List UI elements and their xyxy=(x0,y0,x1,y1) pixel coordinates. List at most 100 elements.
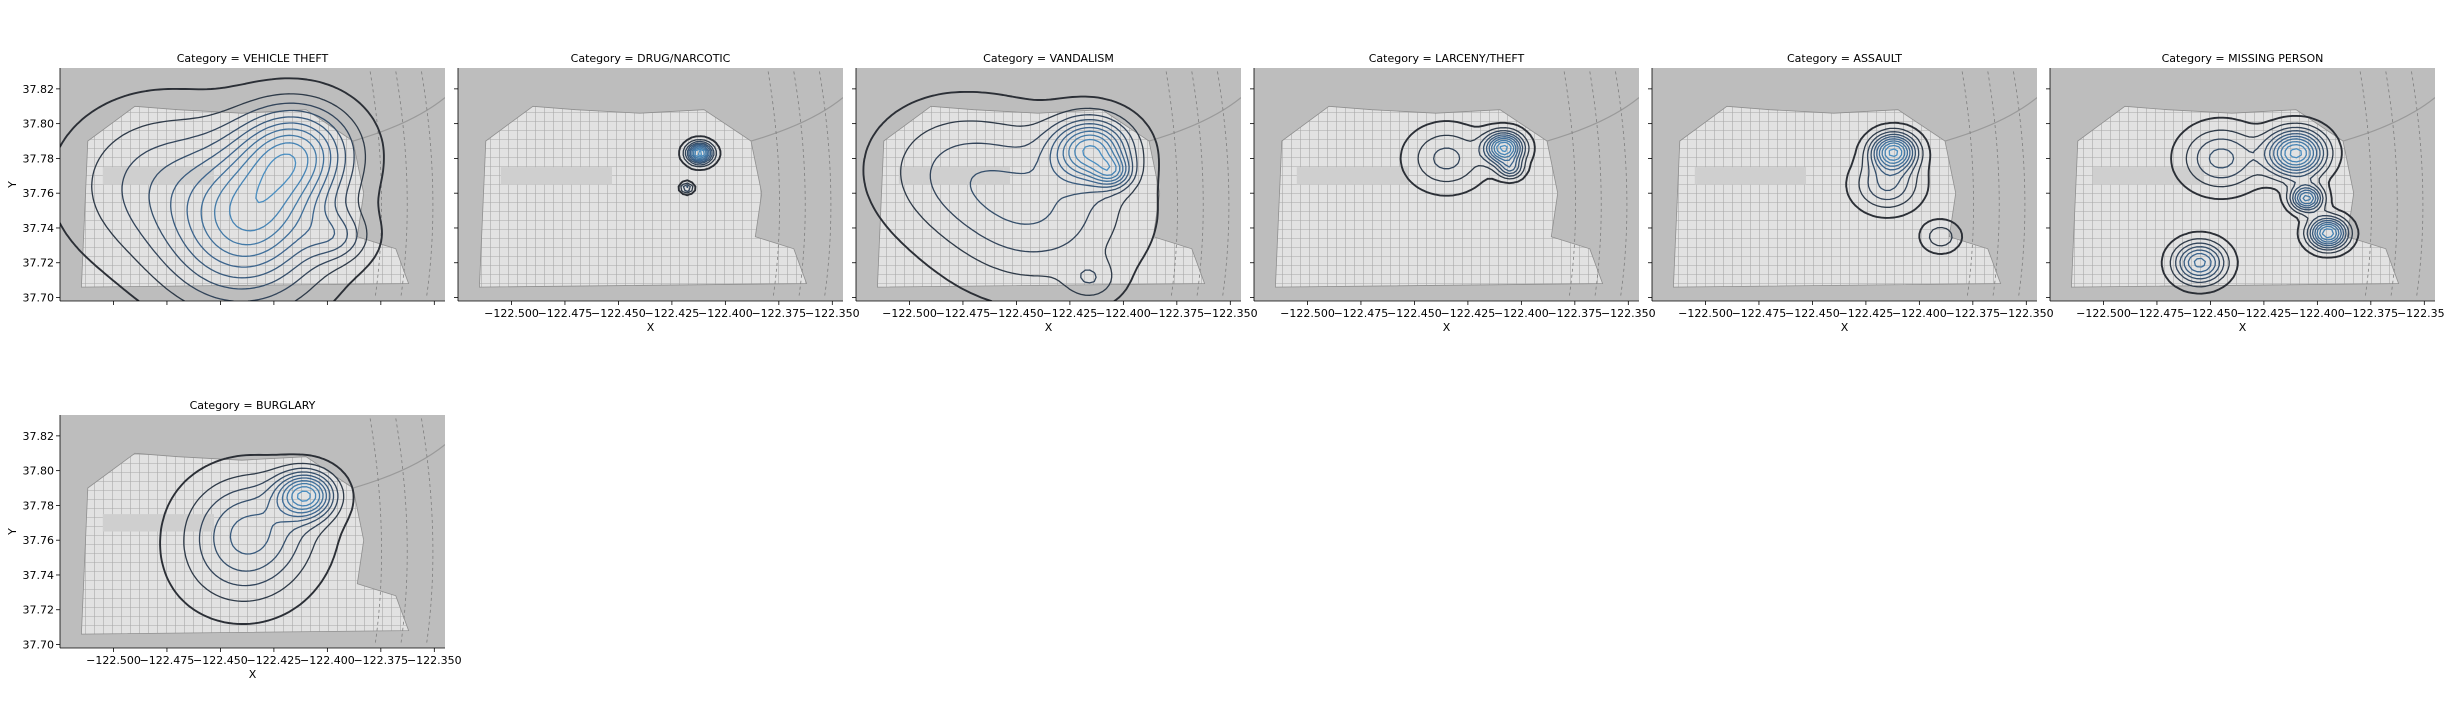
kde-contour-level xyxy=(229,474,331,555)
x-axis-label: X xyxy=(2239,321,2247,334)
kde-contour-level xyxy=(2289,148,2302,159)
kde-contour-level xyxy=(1482,132,1524,175)
kde-contour-level xyxy=(1491,137,1517,162)
kde-contour-level xyxy=(1049,123,1130,188)
basemap-bridge xyxy=(2342,97,2435,142)
x-tick-label: −122.450 xyxy=(1785,307,1840,320)
y-tick-label: 37.80 xyxy=(23,465,55,478)
x-tick-label: −122.375 xyxy=(751,307,806,320)
kde-contour-level xyxy=(276,477,327,518)
x-tick-label: −122.425 xyxy=(247,654,302,667)
y-axis-label: Y xyxy=(6,528,19,536)
basemap-ferry-route xyxy=(1191,71,1204,298)
x-tick-label: −122.475 xyxy=(936,307,991,320)
facet-title: Category = DRUG/NARCOTIC xyxy=(571,52,731,65)
x-tick-label: −122.400 xyxy=(1096,307,1151,320)
basemap-ferry-route xyxy=(2411,71,2424,298)
x-tick-label: −122.500 xyxy=(1678,307,1733,320)
kde-contour-level xyxy=(159,453,355,625)
basemap-ferry-route xyxy=(421,418,434,645)
basemap-ferry-route xyxy=(421,71,434,298)
kde-contour-level xyxy=(1399,120,1536,197)
y-tick-label: 37.80 xyxy=(23,118,55,131)
basemap-ferry-route xyxy=(1165,71,1178,298)
basemap-park xyxy=(102,514,214,532)
x-tick-label: −122.475 xyxy=(1334,307,1389,320)
x-tick-label: −122.425 xyxy=(2237,307,2292,320)
y-tick-label: 37.78 xyxy=(23,152,55,165)
kde-contour-level xyxy=(1873,135,1914,177)
basemap-ferry-route xyxy=(1987,71,2000,298)
kde-contour-level xyxy=(1881,142,1906,164)
basemap-park xyxy=(1694,167,1806,185)
basemap-bridge xyxy=(352,97,445,142)
kde-contour-level xyxy=(686,142,713,189)
kde-contour-level xyxy=(1499,144,1508,153)
kde-contour-level xyxy=(255,153,297,204)
x-tick-label: −122.375 xyxy=(1945,307,2000,320)
kde-contour-level xyxy=(2175,126,2350,284)
x-tick-label: −122.425 xyxy=(1441,307,1496,320)
kde-contour-level xyxy=(929,114,1138,284)
facet-panel-vandalism: Category = VANDALISM−122.500−122.475−122… xyxy=(852,52,1258,334)
x-tick-label: −122.450 xyxy=(989,307,1044,320)
x-tick-label: −122.400 xyxy=(1494,307,1549,320)
kde-contour-level xyxy=(900,107,1145,296)
x-tick-label: −122.450 xyxy=(591,307,646,320)
kde-contour-level xyxy=(677,135,722,197)
kde-contour-level xyxy=(2160,114,2360,295)
basemap-ferry-route xyxy=(793,71,806,298)
kde-contour-level xyxy=(1488,136,1519,168)
kde-contour-level xyxy=(291,486,317,507)
basemap-park xyxy=(898,167,1010,185)
y-tick-label: 37.70 xyxy=(23,639,55,652)
x-tick-label: −122.350 xyxy=(805,307,860,320)
kde-contour-level xyxy=(214,134,317,246)
plot-area xyxy=(856,68,1241,301)
kde-contour-level xyxy=(1866,131,1920,201)
x-tick-label: −122.425 xyxy=(645,307,700,320)
kde-contour-level xyxy=(691,145,709,161)
basemap-ferry-route xyxy=(369,71,382,298)
kde-contour-level xyxy=(2169,122,2354,288)
basemap-bridge xyxy=(352,444,445,489)
basemap-land xyxy=(478,105,808,288)
y-tick-label: 37.72 xyxy=(23,257,55,270)
basemap-bridge xyxy=(1944,97,2037,142)
x-axis-label: X xyxy=(647,321,655,334)
plot-area xyxy=(1254,68,1639,301)
kde-contour-level xyxy=(60,77,385,301)
kde-contour-level xyxy=(2183,132,2345,277)
basemap-ferry-route xyxy=(1589,71,1602,298)
facet-title: Category = ASSAULT xyxy=(1787,52,1902,65)
basemap-ferry-route xyxy=(1615,71,1628,298)
kde-contour-level xyxy=(186,122,332,268)
kde-contour-level xyxy=(2179,130,2347,280)
x-tick-label: −122.375 xyxy=(1547,307,1602,320)
y-tick-label: 37.76 xyxy=(23,534,55,547)
kde-contour-level xyxy=(91,93,368,301)
kde-contour-level xyxy=(2280,140,2338,241)
basemap-ferry-route xyxy=(2385,71,2398,298)
kde-contour-level xyxy=(694,148,705,158)
kde-contour-level xyxy=(969,118,1134,225)
facet-panel-vehicle-theft: Category = VEHICLE THEFT 37.70 37.72 37.74 3… xyxy=(6,52,445,305)
kde-contour-level xyxy=(682,140,715,193)
kde-contour-level xyxy=(1485,134,1521,172)
kde-contour-level xyxy=(1062,130,1124,182)
y-tick-label: 37.78 xyxy=(23,499,55,512)
kde-contour-level xyxy=(2193,138,2340,268)
basemap-ferry-route xyxy=(369,418,382,645)
facet-title: Category = LARCENY/THEFT xyxy=(1369,52,1525,65)
y-tick-label: 37.74 xyxy=(23,222,55,235)
facet-panel-assault: Category = ASSAULT−122.500−122.475−122.4… xyxy=(1648,52,2054,334)
kde-contour-level xyxy=(1056,126,1127,185)
facet-panel-drug-narcotic: Category = DRUG/NARCOTIC −122.500−122.475… xyxy=(454,52,860,334)
plot-area xyxy=(1652,68,2037,301)
kde-contour-level xyxy=(1417,127,1530,183)
kde-contour-level xyxy=(1074,138,1117,176)
basemap-ferry-route xyxy=(1563,71,1576,298)
kde-contour-level xyxy=(1493,139,1515,159)
y-tick-label: 37.82 xyxy=(23,430,55,443)
x-tick-label: −122.350 xyxy=(407,654,462,667)
